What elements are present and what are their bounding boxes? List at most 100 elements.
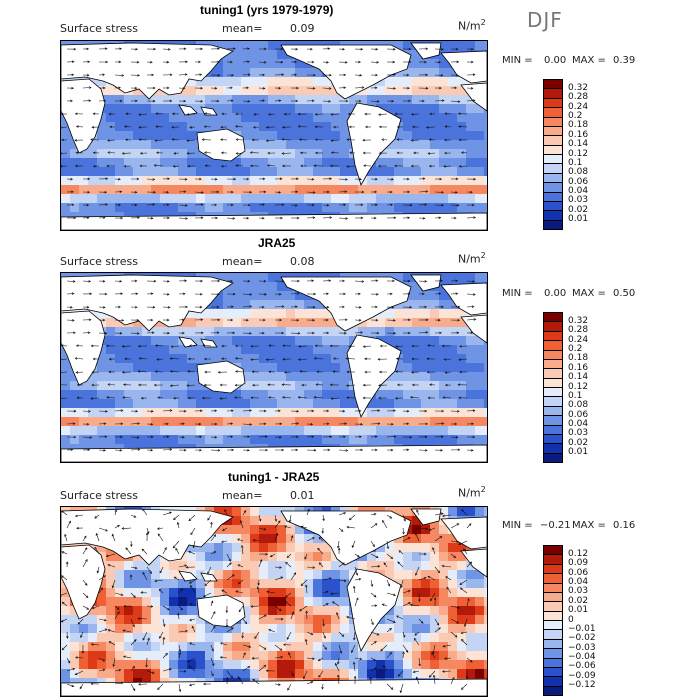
wind-arrow bbox=[386, 592, 396, 596]
wind-arrow-head bbox=[343, 579, 347, 583]
field-cell bbox=[286, 291, 296, 301]
field-cell bbox=[448, 185, 458, 195]
wind-arrow bbox=[346, 526, 356, 529]
wind-arrow-head bbox=[330, 139, 334, 142]
wind-arrow bbox=[466, 100, 475, 102]
panel-1-variable: Surface stress bbox=[60, 22, 138, 35]
field-cell bbox=[205, 633, 215, 643]
wind-arrow-head bbox=[199, 448, 202, 452]
colorbar-label: 0.08 bbox=[568, 400, 589, 411]
wind-arrow-head bbox=[210, 600, 214, 604]
wind-arrow-head bbox=[186, 152, 190, 155]
field-cell bbox=[169, 435, 179, 445]
field-cell bbox=[268, 185, 278, 195]
wind-arrow-head bbox=[135, 47, 138, 51]
wind-arrow bbox=[386, 87, 396, 89]
field-cell bbox=[160, 642, 170, 652]
wind-arrow-head bbox=[134, 86, 138, 90]
field-cell bbox=[394, 363, 404, 373]
wind-arrow-head bbox=[92, 164, 96, 168]
field-cell bbox=[268, 309, 278, 319]
field-cell bbox=[349, 417, 359, 427]
field-cell bbox=[466, 390, 476, 400]
field-cell bbox=[340, 579, 350, 589]
field-cell bbox=[421, 104, 431, 114]
field-cell bbox=[70, 399, 80, 409]
colorbar-label: 0.24 bbox=[568, 334, 589, 345]
field-cell bbox=[403, 185, 413, 195]
wind-arrow-head bbox=[84, 547, 88, 550]
field-cell bbox=[268, 345, 278, 355]
field-cell bbox=[286, 194, 296, 204]
wind-arrow-head bbox=[138, 383, 141, 387]
wind-arrow-head bbox=[268, 344, 272, 347]
field-cell bbox=[97, 426, 107, 436]
coastline bbox=[61, 78, 106, 154]
field-cell bbox=[403, 507, 413, 517]
field-cell bbox=[331, 633, 341, 643]
field-cell bbox=[448, 77, 458, 87]
colorbar-label: 0.32 bbox=[568, 315, 589, 326]
wind-arrow-head bbox=[317, 547, 320, 551]
field-cell bbox=[304, 579, 314, 589]
wind-arrow-head bbox=[311, 203, 315, 207]
field-cell bbox=[160, 615, 170, 625]
field-cell bbox=[448, 408, 458, 418]
field-cell bbox=[106, 176, 116, 186]
field-cell bbox=[412, 50, 422, 60]
field-cell bbox=[484, 41, 487, 51]
wind-arrow-head bbox=[235, 152, 239, 155]
field-cell bbox=[232, 426, 242, 436]
field-cell bbox=[223, 345, 233, 355]
wind-arrow-head bbox=[410, 164, 414, 168]
field-cell bbox=[250, 669, 260, 679]
wind-arrow-head bbox=[363, 164, 366, 168]
field-cell bbox=[331, 167, 341, 177]
field-cell bbox=[484, 417, 487, 427]
field-cell bbox=[259, 390, 269, 400]
colorbar-label: 0.1 bbox=[568, 390, 583, 401]
wind-arrow-head bbox=[71, 86, 74, 90]
field-cell bbox=[214, 336, 224, 346]
field-cell bbox=[439, 176, 449, 186]
field-cell bbox=[286, 345, 296, 355]
wind-arrow-head bbox=[104, 190, 108, 194]
wind-arrow-head bbox=[118, 60, 122, 64]
field-cell bbox=[178, 633, 188, 643]
field-cell bbox=[457, 309, 467, 319]
wind-arrow-head bbox=[358, 409, 362, 413]
field-cell bbox=[313, 534, 323, 544]
wind-arrow-head bbox=[349, 151, 353, 155]
field-cell bbox=[448, 113, 458, 123]
wind-arrow bbox=[415, 566, 420, 576]
field-cell bbox=[286, 336, 296, 346]
field-cell bbox=[430, 291, 440, 301]
field-cell bbox=[106, 390, 116, 400]
field-cell bbox=[466, 167, 476, 177]
wind-arrow-head bbox=[217, 370, 221, 374]
field-cell bbox=[214, 399, 224, 409]
field-cell bbox=[466, 345, 476, 355]
field-cell bbox=[412, 104, 422, 114]
field-cell bbox=[466, 336, 476, 346]
field-cell bbox=[457, 131, 467, 141]
wind-arrow-head bbox=[296, 86, 299, 90]
wind-arrow-head bbox=[213, 534, 217, 537]
field-cell bbox=[178, 597, 188, 607]
field-cell bbox=[268, 86, 278, 96]
wind-arrow-head bbox=[199, 305, 203, 309]
field-cell bbox=[214, 158, 224, 168]
wind-arrow-head bbox=[183, 448, 187, 452]
wind-arrow-head bbox=[257, 583, 260, 586]
field-cell bbox=[268, 579, 278, 589]
field-cell bbox=[313, 561, 323, 571]
field-cell bbox=[412, 624, 422, 634]
field-cell bbox=[88, 176, 98, 186]
wind-arrow-head bbox=[86, 47, 90, 51]
wind-arrow-head bbox=[134, 279, 138, 283]
field-cell bbox=[223, 588, 233, 598]
wind-arrow-head bbox=[441, 203, 444, 207]
wind-arrow-head bbox=[154, 139, 158, 142]
wind-arrow-head bbox=[326, 60, 329, 64]
wind-arrow-head bbox=[142, 571, 145, 575]
